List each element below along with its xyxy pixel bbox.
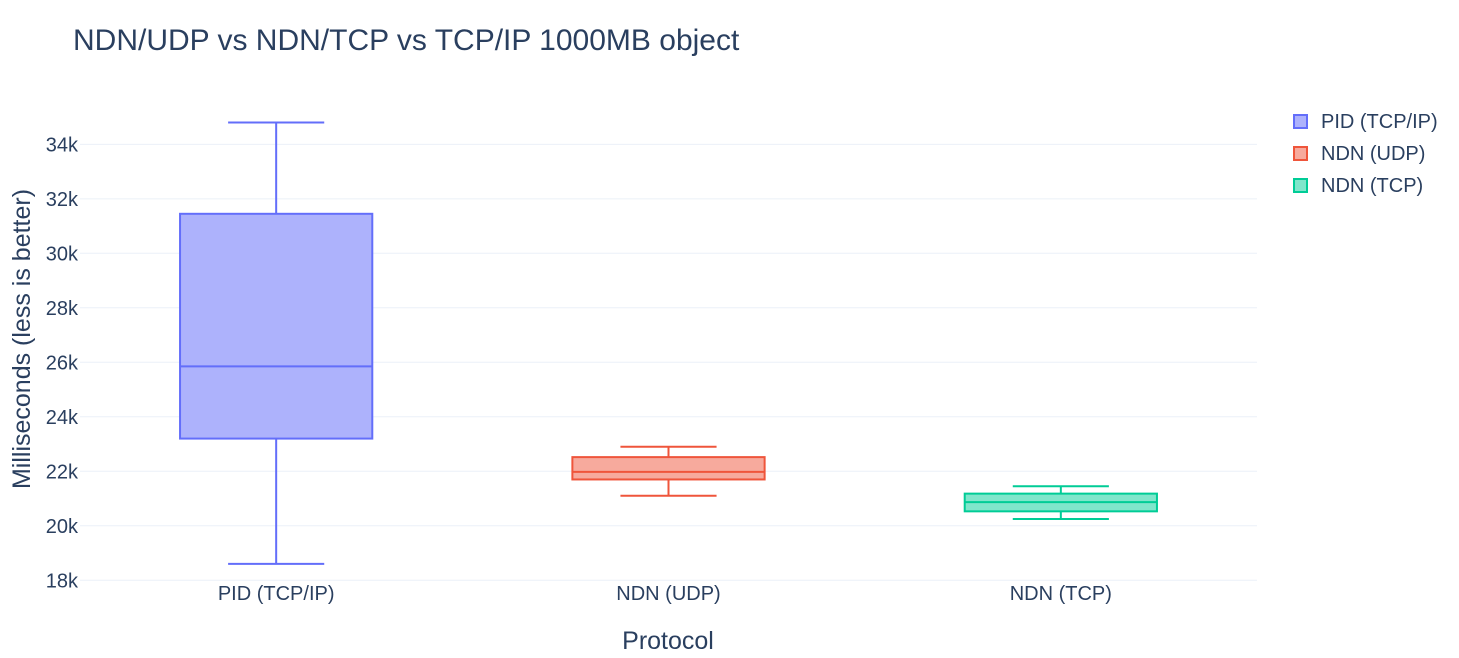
legend-item[interactable]: NDN (TCP): [1293, 175, 1423, 197]
y-axis-ticks: 18k 20k 22k 24k 26k 28k 30k 32k 34k: [46, 134, 79, 592]
legend-label: NDN (TCP): [1321, 175, 1423, 197]
y-tick-label: 24k: [46, 407, 79, 429]
y-tick-label: 22k: [46, 461, 79, 483]
iqr-box: [571, 456, 766, 481]
y-tick-label: 32k: [46, 189, 79, 211]
legend-item[interactable]: PID (TCP/IP): [1293, 111, 1438, 133]
legend-label: NDN (UDP): [1321, 143, 1425, 165]
iqr-box: [179, 212, 374, 440]
y-tick-label: 34k: [46, 134, 79, 156]
y-axis-title: Milliseconds (less is better): [8, 189, 36, 489]
legend-item[interactable]: NDN (UDP): [1293, 143, 1425, 165]
legend-label: PID (TCP/IP): [1321, 111, 1438, 133]
box-1: [179, 121, 374, 565]
legend-swatch: [1293, 146, 1308, 161]
y-tick-label: 28k: [46, 298, 79, 320]
y-tick-label: 30k: [46, 243, 79, 265]
x-tick-label: NDN (TCP): [1010, 583, 1112, 605]
legend-swatch: [1293, 114, 1308, 129]
boxes: [179, 121, 1158, 565]
x-axis-ticks: PID (TCP/IP) NDN (UDP) NDN (TCP): [218, 583, 1112, 605]
x-axis-title: Protocol: [622, 627, 714, 655]
chart-title: NDN/UDP vs NDN/TCP vs TCP/IP 1000MB obje…: [73, 24, 740, 57]
box-3: [963, 485, 1158, 520]
y-tick-label: 26k: [46, 352, 79, 374]
x-tick-label: PID (TCP/IP): [218, 583, 335, 605]
box-2: [571, 445, 766, 497]
x-tick-label: NDN (UDP): [616, 583, 720, 605]
legend-swatch: [1293, 178, 1308, 193]
y-tick-label: 18k: [46, 570, 79, 592]
y-tick-label: 20k: [46, 516, 79, 538]
legend[interactable]: PID (TCP/IP) NDN (UDP) NDN (TCP): [1293, 111, 1438, 197]
